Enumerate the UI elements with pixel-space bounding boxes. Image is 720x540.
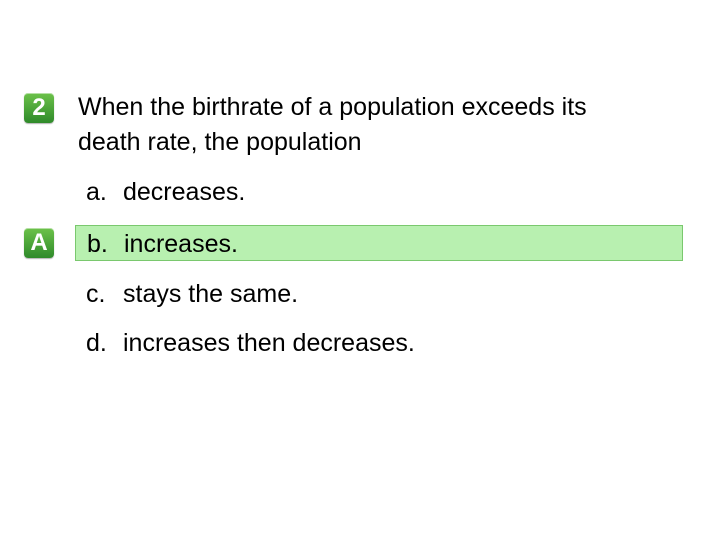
question-line-2: death rate, the population [78,128,362,156]
choice-letter: a. [86,178,107,206]
choice-text: increases then decreases. [123,329,415,357]
choice-letter: b. [87,230,108,258]
choice-text: stays the same. [123,280,299,308]
choice-c[interactable]: c. stays the same. [75,276,683,312]
question-text: When the birthrate of a population excee… [78,90,698,160]
answer-badge: A [24,228,54,258]
choice-letter: c. [86,280,106,308]
choice-a[interactable]: a. decreases. [75,174,683,210]
question-number-badge: 2 [24,93,54,123]
choice-d[interactable]: d. increases then decreases. [75,325,683,361]
choice-text: increases. [124,230,238,258]
choice-text: decreases. [123,178,246,206]
choice-b-correct[interactable]: b. increases. [75,225,683,261]
question-line-1: When the birthrate of a population excee… [78,93,587,121]
choice-letter: d. [86,329,107,357]
